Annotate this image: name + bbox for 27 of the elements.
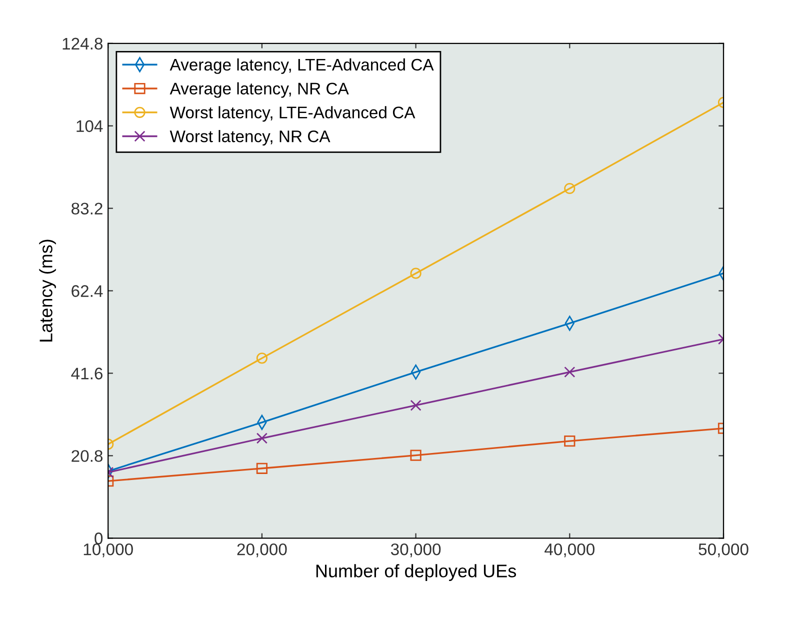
x-axis-title: Number of deployed UEs	[316, 564, 516, 581]
point	[256, 352, 268, 364]
point	[410, 268, 422, 279]
point	[564, 366, 576, 378]
point	[410, 400, 422, 411]
point	[410, 450, 422, 461]
point	[256, 432, 268, 444]
point	[564, 435, 576, 447]
legend-label: Average latency, LTE-Advanced CA	[170, 58, 434, 74]
y-tick-label: 41.6	[71, 368, 102, 380]
legend-label: Worst latency, NR CA	[170, 130, 330, 146]
point	[564, 182, 576, 194]
x-tick-label: 30,000	[390, 543, 441, 558]
y-axis-title: Latency (ms)	[39, 240, 56, 342]
y-tick-label: 20.8	[72, 450, 103, 462]
legend-label: Average latency, NR CA	[170, 82, 349, 98]
legend-label: Worst latency, LTE-Advanced CA	[170, 106, 416, 122]
x-tick-label: 40,000	[544, 543, 594, 558]
x-tick-label: 20,000	[237, 543, 287, 558]
y-tick-label: 83.2	[72, 202, 102, 215]
x-tick-label: 10,000	[84, 543, 133, 558]
y-tick-label: 104	[76, 120, 103, 132]
y-tick-label: 62.4	[72, 285, 103, 297]
point	[256, 462, 268, 474]
y-tick-label: 0	[94, 532, 103, 544]
x-tick-label: 50,000	[698, 543, 748, 558]
y-tick-label: 124.8	[62, 38, 103, 50]
